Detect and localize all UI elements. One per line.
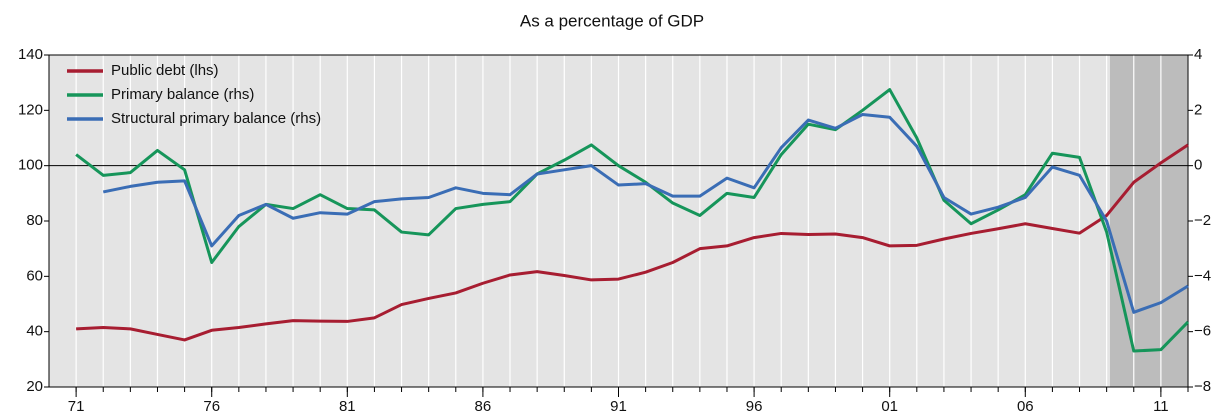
legend-label: Public debt (lhs) xyxy=(111,62,219,79)
y2-tick-label: −8 xyxy=(1194,378,1211,395)
y2-tick-label: 2 xyxy=(1194,101,1202,118)
y2-tick-label: −6 xyxy=(1194,323,1211,340)
x-tick-label: 06 xyxy=(1017,398,1034,414)
y2-tick-label: −4 xyxy=(1194,267,1211,284)
x-tick-label: 81 xyxy=(339,398,356,414)
series-line xyxy=(75,88,1190,353)
y-tick-label: 140 xyxy=(18,46,43,63)
y-tick-label: 20 xyxy=(26,378,43,395)
y-tick-label: 100 xyxy=(18,157,43,174)
grid xyxy=(75,55,1189,387)
y-tick-label: 80 xyxy=(26,212,43,229)
plot-frame xyxy=(48,54,1189,388)
y-tick-label: 120 xyxy=(18,101,43,118)
y2-tick-label: 0 xyxy=(1194,157,1202,174)
x-tick-label: 71 xyxy=(68,398,85,414)
x-tick-label: 96 xyxy=(746,398,763,414)
series-line xyxy=(102,112,1189,314)
series-line xyxy=(76,143,1189,342)
x-tick-label: 11 xyxy=(1153,398,1169,414)
forecast-shade xyxy=(1110,55,1188,387)
x-tick-label: 01 xyxy=(881,398,898,414)
chart-title: As a percentage of GDP xyxy=(520,11,704,30)
y-tick-label: 40 xyxy=(26,323,43,340)
y2-tick-label: −2 xyxy=(1194,212,1211,229)
y2-tick-label: 4 xyxy=(1194,46,1202,63)
x-tick-label: 86 xyxy=(475,398,492,414)
legend-label: Structural primary balance (rhs) xyxy=(111,110,321,127)
y-tick-label: 60 xyxy=(26,267,43,284)
x-tick-label: 76 xyxy=(203,398,220,414)
x-tick-label: 91 xyxy=(610,398,627,414)
legend-label: Primary balance (rhs) xyxy=(111,86,254,103)
